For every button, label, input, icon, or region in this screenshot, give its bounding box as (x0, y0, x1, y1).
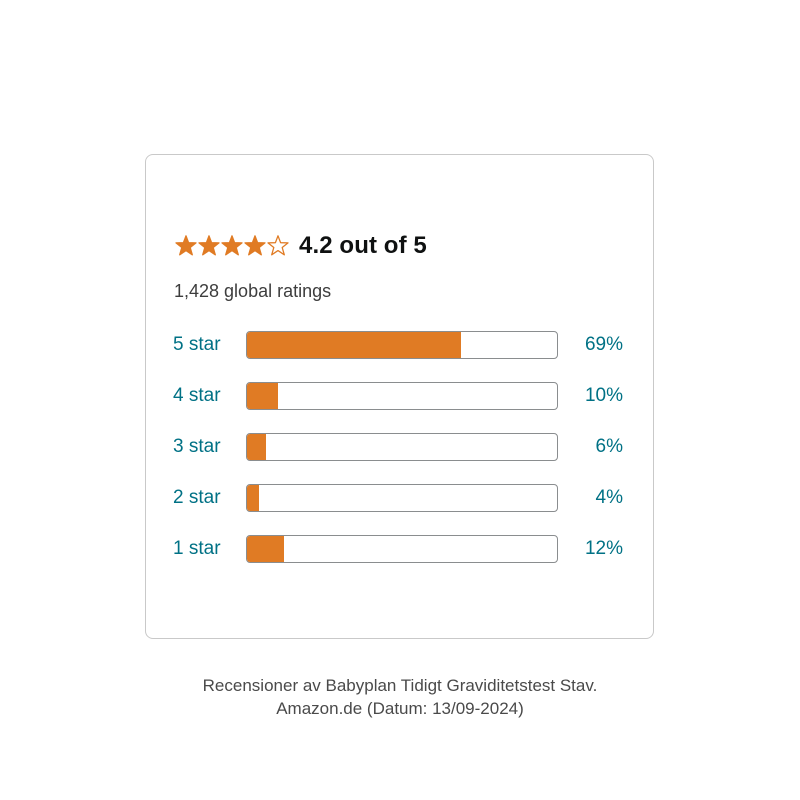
histogram-row-percent[interactable]: 4% (595, 487, 623, 508)
histogram-row-1-star[interactable]: 1 star 12% (173, 534, 633, 564)
star-empty-icon (266, 234, 290, 258)
histogram-bar-fill (247, 434, 266, 460)
average-rating-text: 4.2 out of 5 (299, 232, 427, 259)
histogram-bar[interactable] (246, 484, 558, 512)
histogram-row-2-star[interactable]: 2 star 4% (173, 483, 633, 513)
histogram-row-label[interactable]: 2 star (173, 487, 221, 508)
histogram-row-label[interactable]: 5 star (173, 334, 221, 355)
image-caption: Recensioner av Babyplan Tidigt Gravidite… (0, 674, 800, 720)
histogram-row-5-star[interactable]: 5 star 69% (173, 330, 633, 360)
histogram-bar[interactable] (246, 433, 558, 461)
histogram-row-label[interactable]: 4 star (173, 385, 221, 406)
histogram-row-3-star[interactable]: 3 star 6% (173, 432, 633, 462)
star-full-icon (174, 234, 198, 258)
histogram-bar-fill (247, 485, 260, 511)
rating-summary: 4.2 out of 5 (174, 232, 427, 260)
histogram-bar[interactable] (246, 535, 558, 563)
histogram-bar[interactable] (246, 331, 558, 359)
histogram-row-4-star[interactable]: 4 star 10% (173, 381, 633, 411)
histogram-row-percent[interactable]: 12% (584, 538, 623, 559)
total-ratings-text: 1,428 global ratings (174, 281, 332, 301)
histogram-row-label[interactable]: 1 star (173, 538, 221, 559)
star-full-icon (197, 234, 221, 258)
star-full-icon (243, 234, 267, 258)
rating-histogram: 5 star 69% 4 star 10% 3 star 6% 2 star 4… (173, 330, 633, 585)
histogram-bar-fill (247, 332, 461, 358)
histogram-bar-fill (247, 536, 285, 562)
histogram-bar-fill (247, 383, 278, 409)
caption-line-1: Recensioner av Babyplan Tidigt Gravidite… (202, 676, 598, 695)
histogram-row-percent[interactable]: 10% (584, 385, 623, 406)
histogram-row-label[interactable]: 3 star (173, 436, 221, 457)
star-full-icon (220, 234, 244, 258)
histogram-row-percent[interactable]: 69% (584, 334, 623, 355)
ratings-card: 4.2 out of 5 1,428 global ratings 5 star… (145, 154, 654, 639)
caption-line-2: Amazon.de (Datum: 13/09-2024) (276, 699, 524, 718)
histogram-row-percent[interactable]: 6% (595, 436, 623, 457)
star-rating[interactable] (174, 234, 289, 258)
histogram-bar[interactable] (246, 382, 558, 410)
